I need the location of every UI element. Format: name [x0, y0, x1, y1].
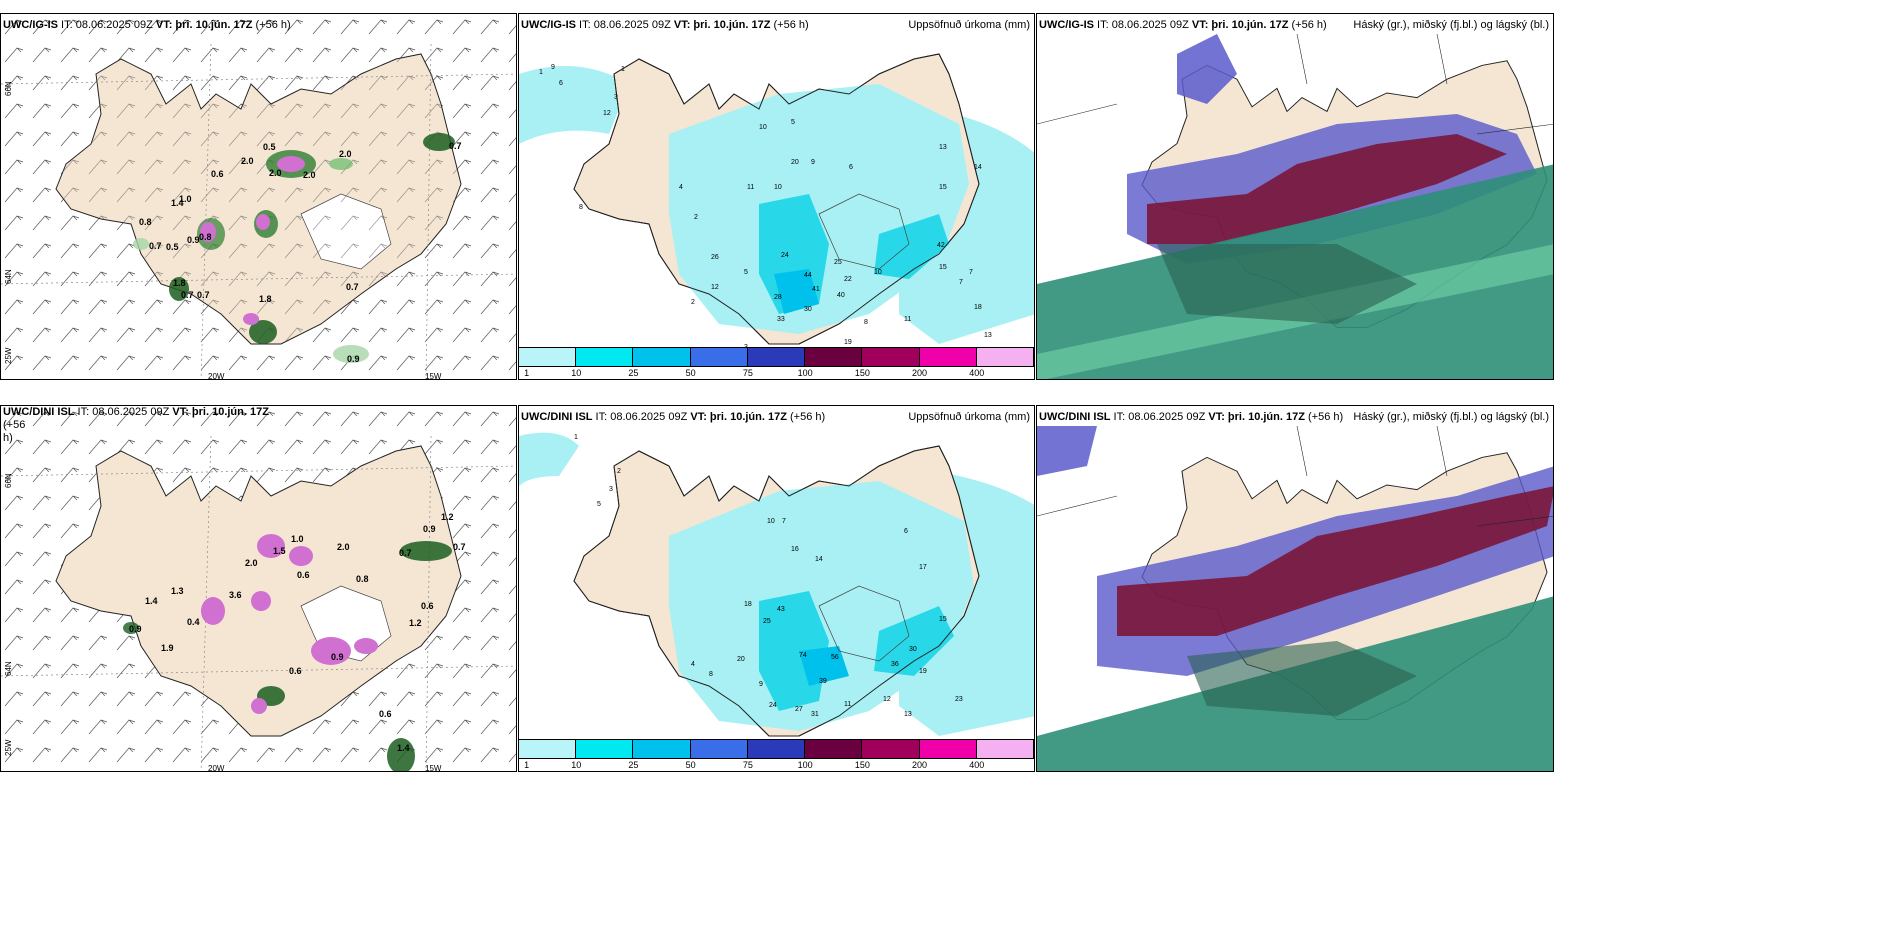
scale-swatch	[519, 348, 577, 366]
scale-tick-label: 200	[912, 368, 928, 378]
scale-swatch	[576, 740, 634, 758]
scale-tick-label: 1	[524, 368, 530, 378]
map-panel-dini-cloud: UWC/DINI ISL IT: 08.06.2025 09Z VT: þri.…	[1036, 405, 1554, 772]
map-panel-igis-wind: UWC/IG-IS IT: 08.06.2025 09Z VT: þri. 10…	[0, 13, 517, 380]
scale-tick-label: 10	[571, 760, 582, 770]
lon-label: 15W	[425, 372, 442, 380]
lon-label: 20W	[208, 764, 225, 772]
iceland-map	[1, 14, 516, 379]
scale-swatch	[919, 740, 977, 758]
panel-header: UWC/DINI ISL IT: 08.06.2025 09Z VT: þri.…	[1039, 411, 1344, 423]
map-panel-dini-wind: UWC/DINI ISL IT: 08.06.2025 09Z VT: þri.…	[0, 405, 517, 772]
scale-swatch	[633, 740, 691, 758]
scale-swatch	[576, 348, 634, 366]
panel-subtitle: Háský (gr.), miðský (fj.bl.) og lágský (…	[1353, 19, 1549, 31]
iceland-cloud-map	[1037, 425, 1553, 771]
value-labels: 1.0 1.5 2.0 0.6 2.0 0.8 0.9 1.2 0.7 1.3 …	[129, 512, 466, 753]
lat-label: 25W	[4, 739, 13, 756]
scale-swatch	[805, 348, 863, 366]
lon-label: 20W	[208, 372, 225, 380]
scale-tick-label: 150	[854, 368, 870, 378]
panel-header: UWC/DINI ISL IT: 08.06.2025 09Z VT: þri.…	[3, 406, 269, 444]
panel-header: UWC/IG-IS IT: 08.06.2025 09Z VT: þri. 10…	[521, 19, 809, 31]
map-panel-igis-cloud: UWC/IG-IS IT: 08.06.2025 09Z VT: þri. 10…	[1036, 13, 1554, 380]
scale-swatch	[862, 740, 920, 758]
value-labels: 1 2 3 5 7 10 16 14 18 25 43 74 56 36 30 …	[574, 434, 963, 718]
scale-swatch	[805, 740, 863, 758]
lat-label: 66N	[4, 473, 13, 488]
scale-tick-label: 50	[685, 368, 696, 378]
lon-label: 15W	[425, 764, 442, 772]
panel-subtitle: Uppsöfnuð úrkoma (mm)	[908, 19, 1030, 31]
panel-header: UWC/IG-IS IT: 08.06.2025 09Z VT: þri. 10…	[1039, 19, 1327, 31]
value-labels: 0.5 2.0 2.0 2.0 0.6 2.0 1.0 1.4 0.8 0.7 …	[139, 141, 462, 364]
iceland-map	[519, 432, 1034, 737]
scale-swatch	[976, 348, 1034, 366]
panel-header: UWC/IG-IS IT: 08.06.2025 09Z VT: þri. 10…	[3, 19, 291, 31]
scale-tick-label: 400	[969, 760, 985, 770]
scale-tick-label: 75	[742, 368, 753, 378]
scale-swatch	[690, 348, 748, 366]
scale-swatch	[862, 348, 920, 366]
scale-tick-label: 200	[912, 760, 928, 770]
iceland-cloud-map	[1037, 33, 1553, 379]
precip-patches	[133, 133, 455, 363]
scale-tick-label: 150	[854, 760, 870, 770]
scale-tick-label: 25	[628, 368, 639, 378]
scale-tick-label: 10	[571, 368, 582, 378]
scale-tick-label: 100	[797, 760, 813, 770]
scale-swatch	[519, 740, 577, 758]
scale-tick-label: 50	[685, 760, 696, 770]
scale-swatch	[919, 348, 977, 366]
iceland-map	[1, 406, 516, 771]
precip-patches	[123, 534, 452, 771]
scale-swatch	[633, 348, 691, 366]
panel-subtitle: Uppsöfnuð úrkoma (mm)	[908, 411, 1030, 423]
lat-label: 66N	[4, 81, 13, 96]
panel-header: UWC/DINI ISL IT: 08.06.2025 09Z VT: þri.…	[521, 411, 826, 423]
scale-swatch	[976, 740, 1034, 758]
scale-tick-label: 100	[797, 368, 813, 378]
lat-label: 64N	[4, 661, 13, 676]
scale-tick-label: 75	[742, 760, 753, 770]
iceland-map	[519, 53, 1034, 345]
map-panel-igis-precip: UWC/IG-IS IT: 08.06.2025 09Z VT: þri. 10…	[518, 13, 1035, 380]
panel-subtitle: Háský (gr.), miðský (fj.bl.) og lágský (…	[1353, 411, 1549, 423]
scale-swatch	[690, 740, 748, 758]
scale-swatch	[747, 348, 806, 366]
scale-tick-label: 25	[628, 760, 639, 770]
lat-label: 25W	[4, 347, 13, 364]
scale-tick-label: 400	[969, 368, 985, 378]
lat-label: 64N	[4, 269, 13, 284]
precip-color-scale: 1 10 25 50 75 100 150 200 400	[519, 347, 1034, 379]
scale-swatch	[747, 740, 806, 758]
map-panel-dini-precip: UWC/DINI ISL IT: 08.06.2025 09Z VT: þri.…	[518, 405, 1035, 772]
value-labels: 1 6 9 1 3 12 4 2 10 5 20 9 6 11 10 13 15…	[539, 64, 992, 351]
scale-tick-label: 1	[524, 760, 530, 770]
precip-color-scale: 1 10 25 50 75 100 150 200 400	[519, 739, 1034, 771]
